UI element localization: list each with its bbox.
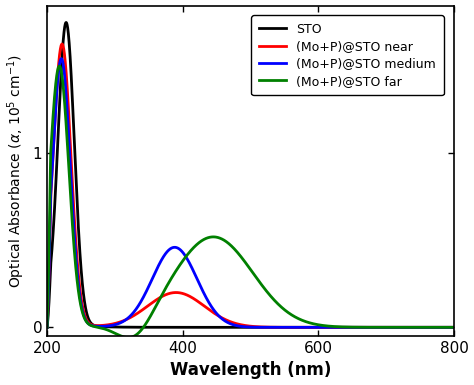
- (Mo+P)@STO far: [56, 64, 62, 69]
- STO: [443, 325, 449, 330]
- (Mo+P)@STO far: [91, 324, 97, 329]
- (Mo+P)@STO near: [115, 320, 121, 325]
- (Mo+P)@STO near: [451, 325, 457, 330]
- (Mo+P)@STO far: [444, 325, 449, 330]
- STO: [218, 325, 224, 330]
- STO: [451, 325, 457, 330]
- STO: [201, 325, 206, 330]
- (Mo+P)@STO far: [400, 325, 405, 330]
- Line: STO: STO: [47, 22, 454, 327]
- (Mo+P)@STO far: [451, 325, 457, 330]
- (Mo+P)@STO far: [218, 236, 224, 241]
- STO: [91, 323, 97, 328]
- Line: (Mo+P)@STO medium: (Mo+P)@STO medium: [47, 59, 454, 327]
- STO: [63, 20, 69, 25]
- (Mo+P)@STO medium: [451, 325, 457, 330]
- Line: (Mo+P)@STO far: (Mo+P)@STO far: [47, 66, 454, 338]
- (Mo+P)@STO near: [201, 303, 206, 308]
- (Mo+P)@STO near: [400, 325, 405, 330]
- (Mo+P)@STO near: [218, 315, 224, 320]
- (Mo+P)@STO near: [59, 42, 65, 46]
- Y-axis label: Optical Absorbance ($\alpha$, 10$^5$ cm$^{-1}$): Optical Absorbance ($\alpha$, 10$^5$ cm$…: [6, 54, 27, 288]
- STO: [115, 325, 121, 330]
- (Mo+P)@STO medium: [91, 324, 97, 328]
- (Mo+P)@STO far: [115, 332, 121, 337]
- STO: [45, 325, 50, 330]
- X-axis label: Wavelength (nm): Wavelength (nm): [170, 362, 331, 380]
- (Mo+P)@STO medium: [443, 325, 449, 330]
- (Mo+P)@STO near: [443, 325, 449, 330]
- (Mo+P)@STO medium: [59, 56, 64, 61]
- (Mo+P)@STO medium: [45, 325, 50, 330]
- (Mo+P)@STO far: [45, 325, 50, 330]
- (Mo+P)@STO medium: [201, 290, 206, 295]
- Line: (Mo+P)@STO near: (Mo+P)@STO near: [47, 44, 454, 327]
- Legend: STO, (Mo+P)@STO near, (Mo+P)@STO medium, (Mo+P)@STO far: STO, (Mo+P)@STO near, (Mo+P)@STO medium,…: [251, 15, 444, 95]
- STO: [400, 325, 405, 330]
- (Mo+P)@STO far: [201, 238, 206, 242]
- (Mo+P)@STO medium: [115, 321, 121, 326]
- (Mo+P)@STO medium: [400, 325, 405, 330]
- (Mo+P)@STO medium: [218, 316, 224, 320]
- (Mo+P)@STO far: [125, 335, 131, 340]
- (Mo+P)@STO near: [45, 325, 50, 330]
- (Mo+P)@STO near: [91, 323, 97, 328]
